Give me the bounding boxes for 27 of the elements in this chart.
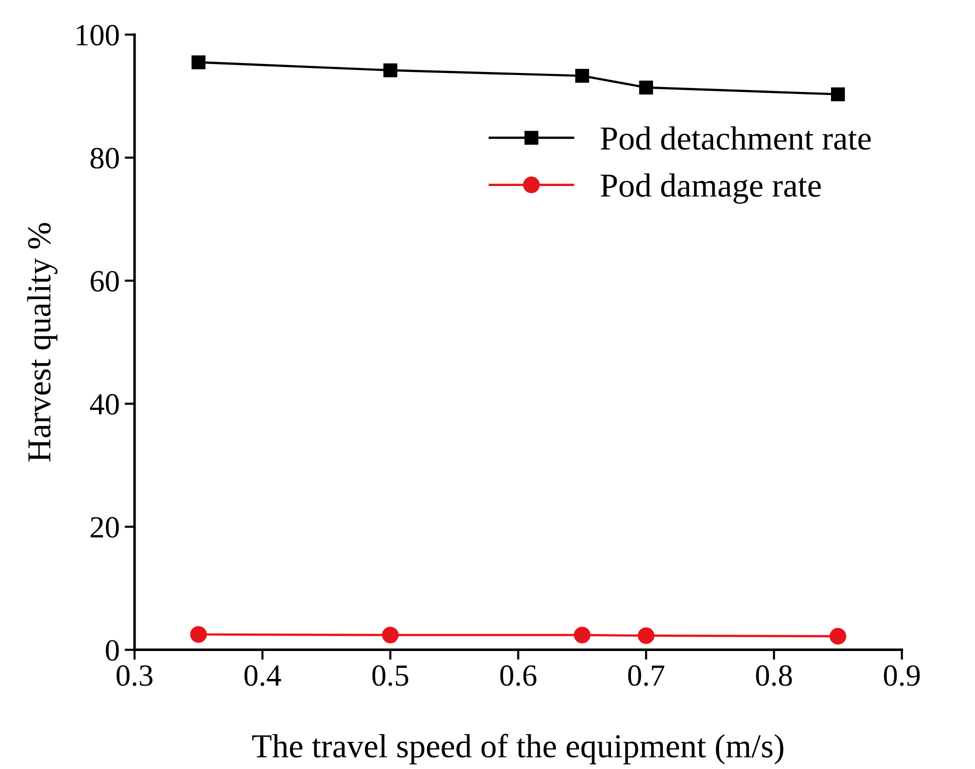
x-tick-label: 0.3 <box>116 665 152 686</box>
x-tick-label: 0.4 <box>244 665 282 686</box>
x-tick-label: 0.9 <box>884 665 920 686</box>
point <box>830 628 846 645</box>
point <box>638 627 654 644</box>
point <box>190 626 207 643</box>
x-tick-label: 0.8 <box>756 665 792 686</box>
point <box>639 80 654 94</box>
point <box>383 63 398 78</box>
x-tick-label: 0.6 <box>500 665 536 686</box>
y-tick-label: 80 <box>90 148 119 169</box>
point <box>192 55 206 70</box>
y-tick-label: 60 <box>90 270 119 292</box>
point <box>575 68 590 83</box>
x-tick-label: 0.7 <box>628 665 664 686</box>
y-tick-label: 0 <box>106 640 119 661</box>
x-tick-label: 0.5 <box>372 665 408 686</box>
legend-label: Pod detachment rate <box>600 126 871 150</box>
y-tick-label: 100 <box>76 24 119 46</box>
point <box>574 626 590 644</box>
point <box>830 87 845 102</box>
point <box>382 626 399 644</box>
y-axis-title: Harvest quality % <box>27 223 58 462</box>
y-tick-label: 40 <box>90 394 119 415</box>
legend-label: Pod damage rate <box>600 173 821 204</box>
x-axis-title: The travel speed of the equipment (m/s) <box>252 734 784 764</box>
y-tick-label: 20 <box>90 517 119 538</box>
